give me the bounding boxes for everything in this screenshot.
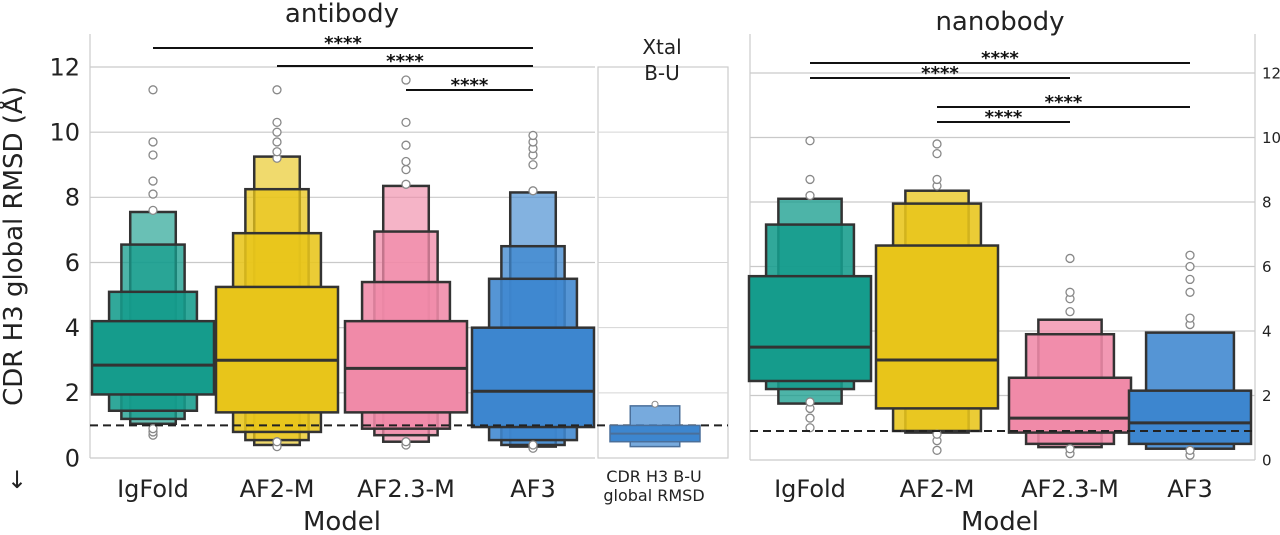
outlier-point [805, 190, 815, 201]
y-tick-label: 6 [1262, 258, 1272, 276]
inset-outlier-point [651, 400, 659, 408]
outlier-point [528, 130, 538, 141]
outlier-point [805, 397, 815, 407]
outlier-point [805, 136, 815, 146]
y-tick-label: 2 [65, 379, 80, 407]
outlier-point [148, 150, 158, 160]
outlier-point [401, 75, 411, 85]
outlier-point [272, 147, 282, 157]
outlier-point [272, 117, 282, 128]
outlier-point [932, 445, 942, 455]
outlier-point [932, 148, 942, 159]
outlier-point [1065, 287, 1075, 297]
y-tick-label: 12 [49, 53, 80, 81]
outlier-point [272, 437, 282, 447]
outlier-point [805, 413, 815, 423]
outlier-point [272, 137, 282, 147]
outlier-point [272, 85, 282, 95]
marks-layer: **** **** **** **** **** **** **** [90, 33, 1255, 460]
nanobody-title: nanobody [935, 7, 1064, 37]
y-tick-label: 4 [65, 314, 80, 342]
x-tick-label: AF2-M [900, 475, 975, 503]
outlier-point [401, 437, 411, 447]
y-tick-label: 0 [65, 444, 80, 472]
inset-title-line1: Xtal [642, 35, 681, 59]
y-tick-label: 10 [49, 119, 80, 147]
outlier-point [148, 205, 158, 216]
y-tick-label: 10 [1262, 129, 1280, 147]
outlier-point [401, 140, 411, 150]
outlier-point [401, 179, 411, 189]
outlier-point [528, 440, 538, 450]
boxen-box-igfold [747, 274, 873, 383]
y-tick-label: 12 [1262, 64, 1280, 82]
boxen-box-af2-m [214, 285, 340, 414]
outlier-point [401, 117, 411, 128]
outlier-point [1065, 306, 1075, 317]
boxen-box-af3 [1127, 389, 1253, 446]
antibody-title: antibody [285, 0, 399, 29]
inset-title-line2: B-U [644, 61, 680, 85]
outlier-point [528, 186, 538, 196]
x-tick-label: IgFold [117, 475, 189, 503]
outlier-point [1185, 274, 1195, 285]
significance-label: **** [1045, 92, 1083, 113]
significance-label: **** [921, 63, 959, 84]
outlier-point [1185, 287, 1195, 297]
x-tick-label: AF3 [510, 475, 556, 503]
x-tick-label: IgFold [774, 475, 846, 503]
x-tick-label: AF3 [1167, 475, 1213, 503]
outlier-point [1065, 444, 1075, 454]
outlier-point [148, 176, 158, 186]
y-tick-label: 8 [1262, 193, 1272, 211]
outlier-point [1065, 253, 1075, 264]
axes-layer: 0 2 4 6 8 10 12 IgFold AF2-M AF2.3-M AF3 0 2 4 6 8 10 12 I… [49, 34, 1280, 503]
y-tick-label: 8 [65, 184, 80, 212]
boxen-box-af2.3-m [1007, 376, 1133, 434]
x-tick-label: AF2.3-M [357, 475, 455, 503]
outlier-point [148, 189, 158, 199]
significance-label: **** [451, 75, 489, 96]
significance-label: **** [985, 107, 1023, 128]
outlier-point [932, 139, 942, 149]
outlier-point [272, 127, 282, 137]
boxen-box-af2.3-m [343, 319, 469, 414]
significance-label: **** [386, 51, 424, 72]
inset-xlabel-line1: CDR H3 B-U [606, 467, 701, 486]
outlier-point [1185, 250, 1195, 260]
outlier-point [401, 156, 411, 167]
outlier-point [1185, 313, 1195, 323]
outlier-point [932, 174, 942, 185]
nanobody-xlabel: Model [961, 507, 1039, 535]
y-tick-label: 6 [65, 249, 80, 277]
outlier-point [148, 85, 158, 95]
outlier-point [1185, 445, 1195, 455]
boxen-box-igfold [90, 319, 216, 396]
outlier-point [528, 160, 538, 170]
outlier-point [401, 164, 411, 175]
inset-xlabel-line2: global RMSD [603, 486, 704, 505]
significance-label: **** [981, 48, 1019, 69]
outlier-point [148, 424, 158, 434]
ylabel-arrow-icon: ↓ [7, 466, 27, 494]
x-tick-label: AF2-M [240, 475, 315, 503]
outlier-point [805, 174, 815, 185]
outlier-point [1185, 261, 1195, 272]
ylabel: CDR H3 global RMSD (Å) [0, 86, 29, 406]
boxen-box-af2-m [874, 244, 1000, 410]
y-tick-label: 0 [1262, 451, 1272, 469]
y-tick-label: 2 [1262, 387, 1272, 405]
y-tick-label: 4 [1262, 322, 1272, 340]
x-tick-label: AF2.3-M [1021, 475, 1119, 503]
antibody-xlabel: Model [303, 507, 381, 535]
boxen-box-af3 [470, 326, 596, 429]
outlier-point [148, 137, 158, 147]
significance-label: **** [324, 33, 362, 54]
